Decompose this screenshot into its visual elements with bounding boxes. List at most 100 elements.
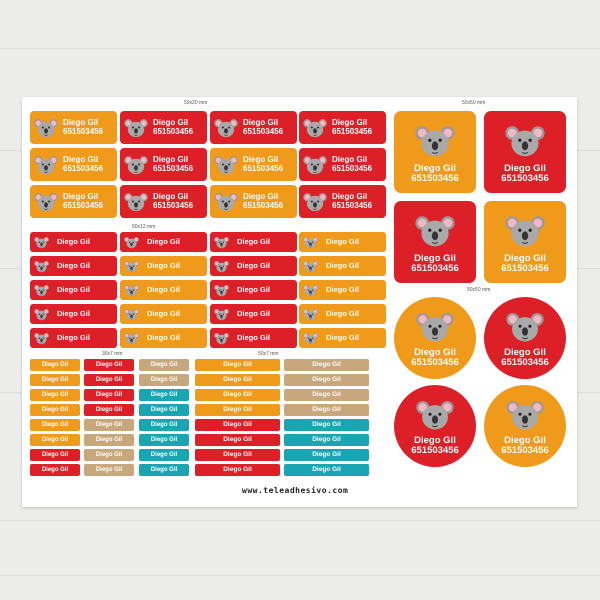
label-name: Diego Gil xyxy=(95,406,123,413)
label-phone: 651503456 xyxy=(153,163,194,173)
label-text: Diego Gil xyxy=(151,407,177,413)
label-small-narrow: Diego Gil xyxy=(30,434,80,446)
label-text: Diego Gil 651503456 xyxy=(332,118,372,136)
label-phone: 651503456 xyxy=(243,200,284,210)
label-small-narrow: Diego Gil xyxy=(84,389,134,401)
label-name: Diego Gil xyxy=(312,390,341,398)
koala-icon xyxy=(303,260,318,272)
label-name: Diego Gil xyxy=(223,435,252,443)
label-square: Diego Gil 651503456 xyxy=(394,111,476,193)
label-small-wide: Diego Gil xyxy=(195,449,280,461)
label-name: Diego Gil xyxy=(243,155,279,165)
label-name: Diego Gil xyxy=(223,360,252,368)
koala-icon xyxy=(34,118,58,137)
label-text: Diego Gil xyxy=(147,262,180,270)
label-name: Diego Gil xyxy=(57,237,90,247)
label-text: Diego Gil 651503456 xyxy=(411,253,459,274)
label-large: Diego Gil 651503456 xyxy=(299,148,386,181)
koala-icon xyxy=(34,284,49,296)
koala-icon xyxy=(34,155,58,174)
label-text: Diego Gil xyxy=(237,334,270,342)
label-text: Diego Gil xyxy=(312,390,341,399)
label-name: Diego Gil xyxy=(153,155,189,165)
koala-icon xyxy=(303,155,327,174)
label-small-narrow: Diego Gil xyxy=(84,374,134,386)
label-name: Diego Gil xyxy=(147,261,180,271)
label-text: Diego Gil xyxy=(96,362,122,368)
koala-icon xyxy=(214,118,238,137)
label-text: Diego Gil xyxy=(147,310,180,318)
label-small-wide: Diego Gil xyxy=(284,449,369,461)
label-text: Diego Gil xyxy=(151,392,177,398)
label-phone: 651503456 xyxy=(411,262,459,274)
koala-icon xyxy=(303,118,327,137)
koala-icon xyxy=(416,312,454,342)
label-text: Diego Gil 651503456 xyxy=(501,436,549,456)
size-caption-small-narrow: 30x7 mm xyxy=(102,351,123,357)
label-small-wide: Diego Gil xyxy=(195,434,280,446)
label-small-narrow: Diego Gil xyxy=(139,404,189,416)
label-name: Diego Gil xyxy=(95,436,123,443)
label-name: Diego Gil xyxy=(414,162,456,174)
label-name: Diego Gil xyxy=(312,360,341,368)
label-small-narrow: Diego Gil xyxy=(139,374,189,386)
label-text: Diego Gil xyxy=(96,452,122,458)
label-name: Diego Gil xyxy=(243,192,279,202)
label-small-narrow: Diego Gil xyxy=(84,464,134,476)
label-text: Diego Gil xyxy=(42,392,68,398)
label-medium: Diego Gil xyxy=(30,304,117,324)
label-medium: Diego Gil xyxy=(120,256,207,276)
label-name: Diego Gil xyxy=(41,451,69,458)
koala-icon xyxy=(214,192,238,211)
label-text: Diego Gil xyxy=(312,376,341,384)
label-text: Diego Gil 651503456 xyxy=(153,155,194,173)
label-small-narrow: Diego Gil xyxy=(139,389,189,401)
label-phone: 651503456 xyxy=(332,163,373,173)
label-small-narrow: Diego Gil xyxy=(30,389,80,401)
label-small-wide: Diego Gil xyxy=(195,404,280,416)
label-text: Diego Gil xyxy=(42,452,68,458)
label-text: Diego Gil 651503456 xyxy=(243,155,283,173)
label-text: Diego Gil xyxy=(96,407,122,413)
label-name: Diego Gil xyxy=(223,390,252,398)
label-small-narrow: Diego Gil xyxy=(139,419,189,431)
label-medium: Diego Gil xyxy=(299,232,386,252)
label-text: Diego Gil xyxy=(147,286,180,294)
label-text: Diego Gil xyxy=(326,286,359,294)
label-name: Diego Gil xyxy=(57,309,90,319)
label-text: Diego Gil xyxy=(42,467,68,473)
label-large: Diego Gil 651503456 xyxy=(210,185,297,218)
koala-icon xyxy=(124,192,148,211)
label-text: Diego Gil 651503456 xyxy=(501,348,549,368)
label-phone: 651503456 xyxy=(411,357,459,368)
label-text: Diego Gil xyxy=(151,437,177,443)
label-name: Diego Gil xyxy=(153,192,189,202)
label-phone: 651503456 xyxy=(332,200,373,210)
label-name: Diego Gil xyxy=(326,285,359,295)
label-medium: Diego Gil xyxy=(210,256,297,276)
label-text: Diego Gil xyxy=(223,360,252,369)
label-text: Diego Gil xyxy=(96,422,122,428)
label-text: Diego Gil xyxy=(326,238,359,246)
label-name: Diego Gil xyxy=(326,309,359,319)
label-text: Diego Gil xyxy=(151,362,177,368)
label-small-wide: Diego Gil xyxy=(284,359,369,371)
label-small-wide: Diego Gil xyxy=(195,389,280,401)
label-name: Diego Gil xyxy=(237,333,270,343)
label-name: Diego Gil xyxy=(504,162,546,174)
label-name: Diego Gil xyxy=(41,361,69,368)
label-name: Diego Gil xyxy=(332,155,368,165)
label-name: Diego Gil xyxy=(95,451,123,458)
koala-icon xyxy=(303,284,318,296)
label-text: Diego Gil xyxy=(312,466,341,474)
label-name: Diego Gil xyxy=(41,376,69,383)
size-caption-round: 50x50 mm xyxy=(467,287,491,293)
label-medium: Diego Gil xyxy=(30,232,117,252)
label-name: Diego Gil xyxy=(41,466,69,473)
koala-icon xyxy=(303,308,318,320)
label-small-narrow: Diego Gil xyxy=(30,464,80,476)
label-name: Diego Gil xyxy=(147,333,180,343)
label-text: Diego Gil 651503456 xyxy=(243,192,284,210)
koala-icon xyxy=(34,192,58,211)
label-name: Diego Gil xyxy=(95,361,123,368)
